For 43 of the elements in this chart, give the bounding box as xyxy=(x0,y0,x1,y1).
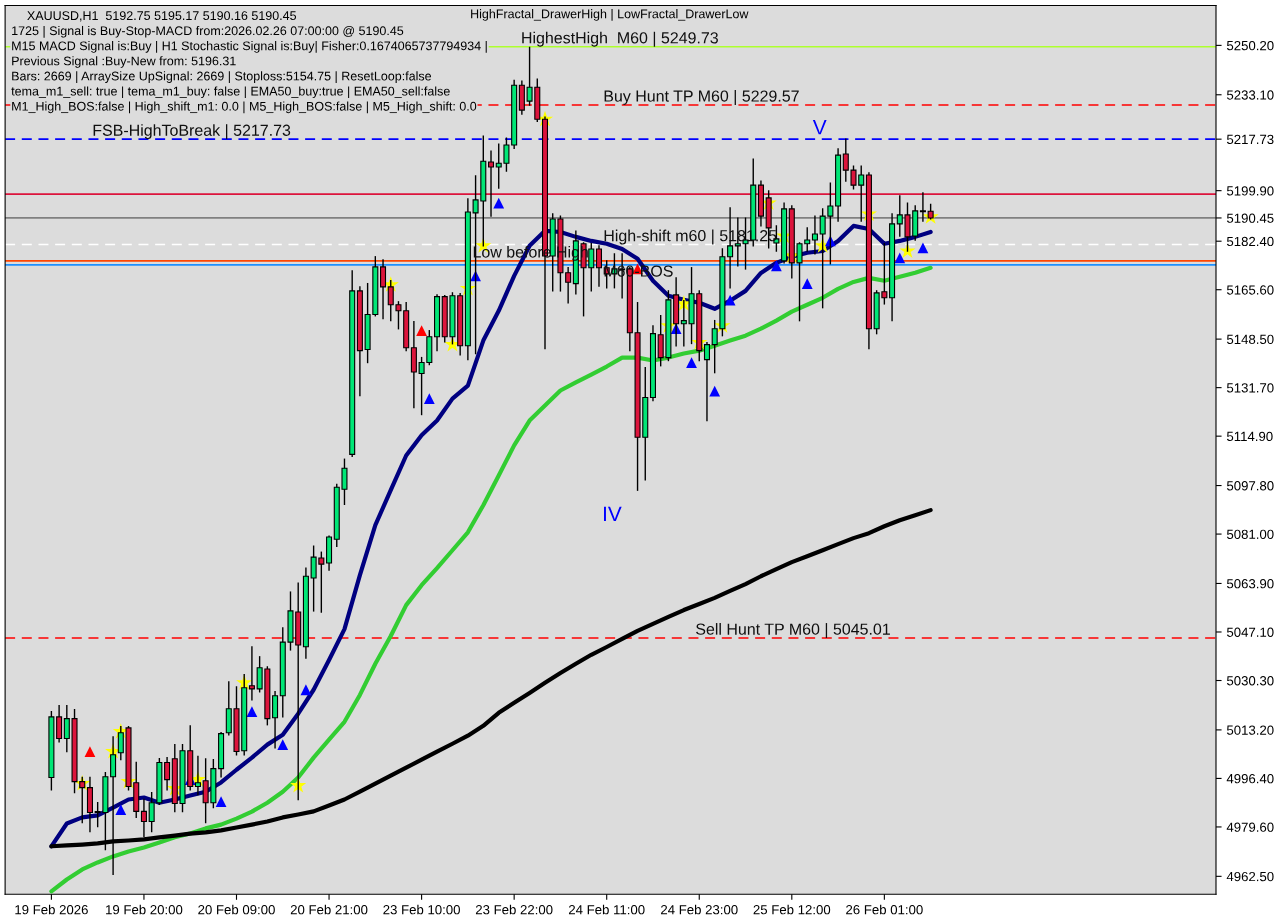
y-tick-label: 5114.90 xyxy=(1226,431,1273,442)
x-tick-label: 25 Feb 12:00 xyxy=(753,904,831,915)
ref-line-label: Buy Hunt TP M60 | 5229.57 xyxy=(604,90,799,105)
ref-line-label: HighestHigh M60 | 5249.73 xyxy=(522,31,718,47)
x-tick-label: 24 Feb 23:00 xyxy=(661,904,738,915)
y-tick-label: 5190.45 xyxy=(1226,213,1274,223)
ref-line-label: Sell Hunt TP M60 | 5045.01 xyxy=(696,623,890,639)
annotation: M1_High_BOS:false | High_shift_m1: 0.0 | M5_High_BOS:false | M5_High_shift: 0.0 xyxy=(12,101,477,114)
y-tick-label: 5030.30 xyxy=(1226,676,1274,686)
x-tick-label: 23 Feb 22:00 xyxy=(475,904,553,915)
annotation: IV xyxy=(604,506,622,521)
y-tick-label: 4962.50 xyxy=(1226,871,1274,882)
annotation: HighFractal_DrawerHigh | LowFractal_DrawerLow xyxy=(471,9,749,21)
y-tick-label: 5199.90 xyxy=(1226,186,1274,196)
x-tick-label: 20 Feb 21:00 xyxy=(290,904,368,915)
x-tick-label: 24 Feb 11:00 xyxy=(568,904,645,915)
x-tick-label: 26 Feb 01:00 xyxy=(846,904,923,915)
annotation: M15 MACD Signal is:Buy | H1 Stochastic Signal is:Buy| Fisher:0.1674065737794934 | xyxy=(12,41,487,53)
ref-line-label: FSB-HighToBreak | 5217.73 xyxy=(93,124,291,140)
y-tick-label: 5148.50 xyxy=(1226,334,1274,345)
x-tick-label: 19 Feb 20:00 xyxy=(106,904,183,915)
y-tick-label: 4979.60 xyxy=(1226,822,1274,832)
y-tick-label: 5131.70 xyxy=(1226,383,1274,393)
y-tick-label: 5233.10 xyxy=(1226,90,1274,100)
y-tick-label: 5047.10 xyxy=(1226,627,1274,637)
y-tick-label: 5165.60 xyxy=(1226,285,1274,295)
annotation: 1725 | Signal is Buy-Stop-MACD from:2026.02.26 07:00:00 @ 5190.45 xyxy=(12,25,404,38)
annotation: tema_m1_sell: true | tema_m1_buy: false | EMA50_buy:true | EMA50_sell:false xyxy=(11,86,450,99)
x-tick-label: 20 Feb 09:00 xyxy=(198,904,275,915)
chart-title: XAUUSD,H1 5192.75 5195.17 5190.16 5190.45 xyxy=(27,11,297,22)
x-tick-label: 23 Feb 10:00 xyxy=(383,904,460,915)
y-tick-label: 5250.20 xyxy=(1226,40,1274,51)
y-tick-label: 4996.40 xyxy=(1226,773,1274,784)
y-tick-label: 5063.90 xyxy=(1226,579,1274,589)
y-tick-label: 5182.40 xyxy=(1226,236,1274,247)
x-tick-label: 19 Feb 2026 xyxy=(15,904,88,915)
y-tick-label: 5217.73 xyxy=(1226,134,1274,145)
y-tick-label: 5097.80 xyxy=(1226,481,1274,491)
annotation: Previous Signal :Buy-New from: 5196.31 xyxy=(12,56,236,68)
y-tick-label: 5081.00 xyxy=(1226,529,1274,539)
annotation: V xyxy=(812,120,827,135)
y-tick-label: 5013.20 xyxy=(1226,725,1274,735)
annotation: Bars: 2669 | ArraySize UpSignal: 2669 | Stoploss:5154.75 | ResetLoop:false xyxy=(12,71,432,83)
